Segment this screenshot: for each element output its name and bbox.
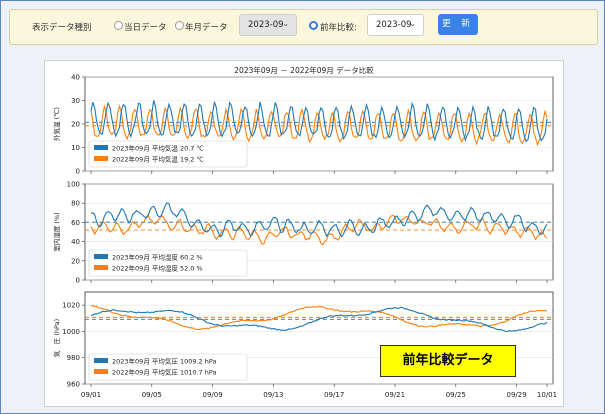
- y-tick-label: 20: [71, 257, 80, 265]
- y-axis-label: 気 圧 (hPa): [52, 319, 61, 357]
- y-axis-label: 外気温 (℃): [52, 107, 61, 141]
- comparison-badge: 前年比較データ: [380, 345, 516, 377]
- x-tick-label: 09/05: [142, 391, 162, 399]
- legend-box: [88, 353, 248, 381]
- y-axis-label: 室内湿度 (%): [52, 212, 61, 251]
- x-tick-label: 09/25: [446, 391, 466, 399]
- y-tick-label: 100: [67, 181, 80, 189]
- legend-entry: 2023年09月 平均気圧 1009.2 hPa: [112, 357, 217, 366]
- compare-select[interactable]: 2023-09 ⌄: [367, 14, 424, 36]
- legend-entry: 2023年09月 平均湿度 60.2 %: [112, 253, 203, 262]
- x-tick-label: 09/13: [263, 391, 283, 399]
- series-line-2022: [90, 304, 548, 331]
- y-tick-label: 40: [71, 74, 80, 82]
- chart-card: 2023年09月 － 2022年09月 データ比較 0 10 20 30 40 外気温 (℃…: [44, 60, 564, 407]
- series-line-2023: [90, 202, 548, 238]
- x-tick-label: 09/17: [324, 391, 344, 399]
- y-tick-label: 80: [71, 200, 80, 208]
- month-select-value: 2023-09: [248, 20, 284, 30]
- x-tick-label: 09/29: [507, 391, 527, 399]
- y-tick-label: 60: [71, 219, 80, 227]
- legend-entry: 2022年09月 平均気圧 1010.7 hPa: [112, 368, 217, 377]
- y-tick-label: 980: [67, 354, 80, 362]
- y-tick-label: 0: [76, 277, 80, 285]
- series-line-2022: [90, 214, 548, 246]
- x-tick-label: 09/01: [81, 391, 101, 399]
- y-tick-label: 960: [67, 381, 80, 389]
- series-line-2023: [90, 100, 548, 143]
- legend-box: [88, 249, 248, 277]
- compare-select-value: 2023-09: [376, 20, 412, 30]
- legend-box: [88, 140, 248, 168]
- y-tick-label: 40: [71, 238, 80, 246]
- y-tick-label: 1020: [62, 302, 80, 310]
- radio-daily[interactable]: [114, 21, 123, 30]
- legend-swatch: [94, 254, 108, 259]
- legend-swatch: [94, 369, 108, 374]
- radio-compare[interactable]: [309, 21, 318, 30]
- y-tick-label: 20: [71, 121, 80, 129]
- legend-entry: 2022年09月 平均湿度 52.0 %: [112, 264, 203, 273]
- chevron-down-icon: ⌄: [282, 19, 289, 28]
- legend-swatch: [94, 265, 108, 270]
- x-tick-label: 09/21: [385, 391, 405, 399]
- series-line-2023: [90, 306, 548, 333]
- radio-monthly[interactable]: [175, 21, 184, 30]
- x-tick-label: 10/01: [537, 391, 557, 399]
- x-tick-label: 09/09: [203, 391, 223, 399]
- legend-swatch: [94, 156, 108, 161]
- legend-entry: 2022年09月 平均気温 19.2 ℃: [112, 155, 204, 164]
- data-type-label: 表示データ種別: [32, 23, 92, 33]
- chart-title: 2023年09月 － 2022年09月 データ比較: [234, 65, 374, 75]
- legend-swatch: [94, 145, 108, 150]
- y-tick-label: 0: [76, 168, 80, 176]
- legend-swatch: [94, 358, 108, 363]
- y-tick-label: 1000: [62, 328, 80, 336]
- update-button[interactable]: 更 新: [438, 14, 478, 35]
- radio-monthly-label[interactable]: 年月データ: [185, 23, 228, 33]
- month-select[interactable]: 2023-09 ⌄: [239, 14, 297, 36]
- radio-compare-label[interactable]: 前年比較:: [320, 23, 357, 33]
- y-tick-label: 10: [71, 144, 80, 152]
- legend-entry: 2023年09月 平均気温 20.7 ℃: [112, 144, 204, 153]
- radio-daily-label[interactable]: 当日データ: [124, 23, 167, 33]
- chevron-down-icon: ⌄: [409, 19, 416, 28]
- toolbar: 表示データ種別 当日データ 年月データ 2023-09 ⌄ 前年比較: 2023…: [9, 9, 598, 45]
- y-tick-label: 30: [71, 97, 80, 105]
